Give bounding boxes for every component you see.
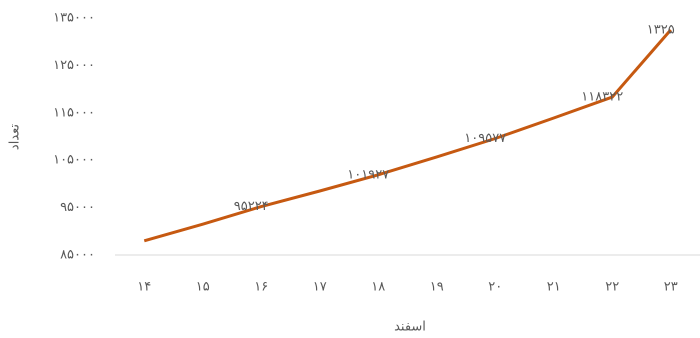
- data-label: ۱۰۹۵۷۷: [464, 131, 506, 146]
- data-label: ۹۵۲۲۴: [234, 199, 269, 214]
- data-label: ۱۱۸۳۲۲: [581, 90, 623, 105]
- x-tick-label: ۱۶: [254, 280, 268, 295]
- y-tick-label: ۱۱۵۰۰۰: [53, 105, 95, 120]
- y-tick-label: ۱۲۵۰۰۰: [53, 58, 95, 73]
- x-tick-label: ۲۱: [547, 280, 561, 295]
- x-axis-title: اسفند: [394, 320, 426, 335]
- y-tick-label: ۱۰۵۰۰۰: [53, 153, 95, 168]
- data-label: ۱۰۱۹۲۷: [347, 167, 389, 182]
- x-tick-label: ۱۴: [137, 280, 151, 295]
- x-tick-label: ۲۳: [664, 280, 678, 295]
- data-label: ۱۳۲۵: [647, 22, 675, 37]
- x-tick-label: ۱۷: [313, 280, 327, 295]
- y-tick-label: ۸۵۰۰۰: [60, 248, 95, 263]
- y-tick-label: ۱۳۵۰۰۰: [53, 11, 95, 26]
- x-tick-label: ۲۲: [605, 280, 619, 295]
- series-line: [143, 28, 672, 243]
- x-tick-label: ۱۵: [196, 280, 210, 295]
- x-tick-label: ۲۰: [488, 280, 502, 295]
- x-tick-label: ۱۹: [430, 280, 444, 295]
- x-tick-label: ۱۸: [371, 280, 385, 295]
- y-tick-label: ۹۵۰۰۰: [60, 200, 95, 215]
- y-axis-title: تعداد: [8, 124, 23, 150]
